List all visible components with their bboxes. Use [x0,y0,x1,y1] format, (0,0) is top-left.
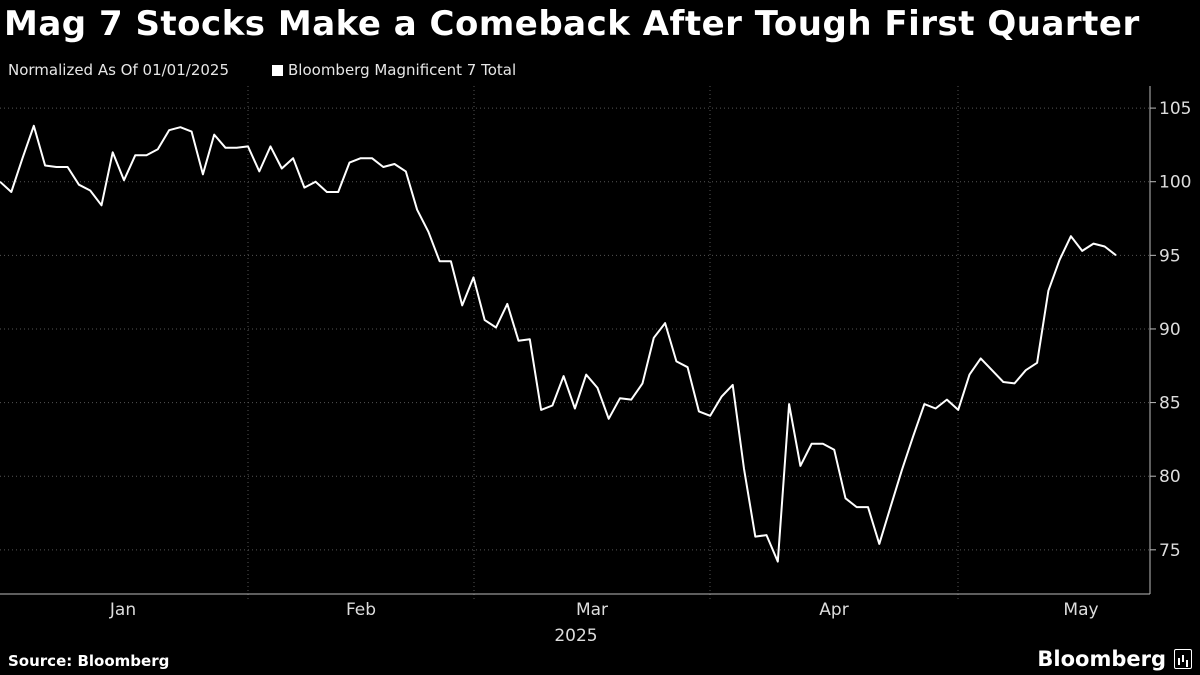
y-tick-label: 75 [1159,541,1181,561]
y-tick-label: 80 [1159,467,1181,487]
legend-swatch [272,64,283,76]
grid [0,86,1150,600]
y-tick-label: 100 [1159,173,1191,193]
legend-label: Bloomberg Magnificent 7 Total [288,61,517,79]
chart-subtitle: Normalized As Of 01/01/2025 [8,61,229,79]
x-tick-label: Jan [109,600,136,620]
y-tick-label: 95 [1159,246,1181,266]
x-tick-label: May [1063,600,1098,620]
brand-logo: Bloomberg [1037,647,1192,671]
chart-title: Mag 7 Stocks Make a Comeback After Tough… [4,4,1140,44]
x-year-label: 2025 [554,626,597,646]
series-line-mag7 [0,124,1117,563]
legend: Bloomberg Magnificent 7 Total [272,61,516,79]
series-layer [0,124,1117,563]
brand-text: Bloomberg [1037,647,1166,671]
bloomberg-chart-icon [1174,649,1192,669]
y-tick-label: 90 [1159,320,1181,340]
x-tick-label: Feb [346,600,376,620]
axes [0,86,1156,595]
y-tick-label: 105 [1159,99,1191,119]
y-tick-label: 85 [1159,394,1181,414]
source-note: Source: Bloomberg [8,652,170,670]
x-tick-label: Mar [576,600,608,620]
x-tick-label: Apr [819,600,848,620]
axis-labels: 75 80 85 90 95 100 105 Jan Feb Mar Apr May 2025 [109,99,1192,646]
